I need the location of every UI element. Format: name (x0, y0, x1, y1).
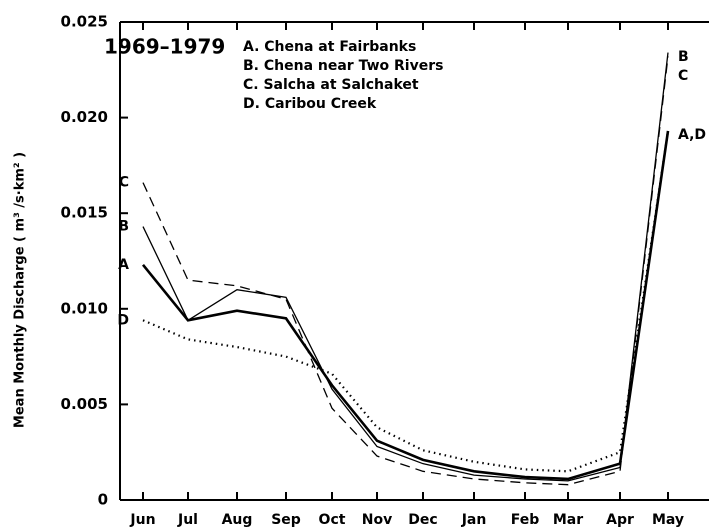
x-tick-label: Nov (362, 512, 392, 528)
x-tick-label: Aug (222, 512, 253, 528)
y-tick-label: 0.005 (61, 395, 108, 413)
y-tick-label: 0.010 (61, 299, 108, 317)
x-tick-label: Apr (606, 512, 634, 528)
x-tick-label: Mar (553, 512, 583, 528)
y-axis-label: Mean Monthly Discharge ( m³ /s·km² ) (13, 152, 28, 428)
x-tick-label: Jul (177, 512, 198, 528)
series-end-label: A,D (678, 127, 706, 143)
x-tick-label: Feb (511, 512, 540, 528)
series-line (142, 130, 670, 473)
y-tick-label: 0.020 (61, 108, 108, 126)
series-line (142, 52, 669, 482)
series-line (141, 130, 670, 481)
x-tick-label: May (652, 512, 684, 528)
period-label: 1969–1979 (104, 35, 225, 59)
x-tick-label: Jun (129, 512, 155, 528)
series-start-label: C (119, 175, 129, 191)
series-end-label: B (678, 49, 689, 65)
y-tick-label: 0.025 (61, 13, 108, 31)
x-tick-label: Sep (271, 512, 301, 528)
legend-entry: C. Salcha at Salchaket (243, 77, 419, 93)
series-start-label: B (118, 219, 129, 235)
x-tick-label: Dec (408, 512, 437, 528)
legend-entry: A. Chena at Fairbanks (243, 39, 416, 55)
x-tick-label: Jan (461, 512, 487, 528)
series-line (142, 56, 669, 486)
y-tick-label: 0.015 (61, 204, 108, 222)
series-end-label: C (678, 68, 688, 84)
series-start-label: D (117, 312, 129, 328)
y-tick-label: 0 (98, 491, 108, 509)
legend-entry: B. Chena near Two Rivers (243, 58, 443, 74)
x-tick-label: Oct (319, 512, 346, 528)
series-start-label: A (118, 257, 129, 273)
legend-entry: D. Caribou Creek (243, 96, 377, 112)
